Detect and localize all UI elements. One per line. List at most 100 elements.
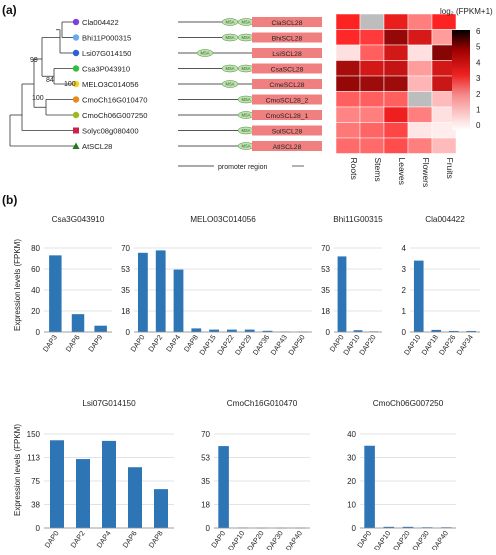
colorbar-tick: 4 [476,58,481,67]
gene-box-label: BhiSCL28 [272,36,303,43]
leaf-marker [72,142,80,149]
heatmap-cell [383,29,409,46]
heatmap-cell [407,29,433,46]
y-tick-label: 4 [402,244,407,253]
bar [155,250,166,332]
x-tick-label: DAP2 [146,333,164,354]
bar [227,329,237,332]
bar [383,526,395,528]
x-tick-label: DAP30 [410,529,430,550]
y-tick-label: 40 [347,430,356,439]
promoter-diagrams: MSA MSA ClaSCL28 MSA MSA BhiSCL28 MSA LsiSCL28 M… [178,17,322,171]
msa-motif [221,80,239,88]
msa-motif-label: MSA [225,20,234,25]
y-tick-label: 60 [31,265,40,274]
bar [76,459,90,528]
x-tick-label: DAP20 [391,529,411,550]
heatmap-cell [359,13,385,30]
x-tick-label: DAP2 [68,529,86,550]
gene-box [252,94,322,105]
heatmap-cell [335,75,361,92]
expression-heatmap: Roots Stems Leaves Flowers Fruits [335,13,457,188]
leaf-marker [72,80,80,88]
x-tick-label: DAP43 [268,333,288,357]
x-tick-label: DAP6 [63,333,81,354]
y-axis-label-top: Expression levels (FPKM) [13,239,22,331]
heatmap-cell [407,13,433,30]
x-tick-label: DAP10 [226,529,246,550]
heatmap-cell [359,44,385,61]
gene-box-label: CmoSCL28_2 [266,98,309,105]
x-tick-label: DAP0 [128,333,146,354]
bar-chart: Csa3G043910 0 20 40 60 80 DAP3 DAP6 DAP9 [31,215,112,354]
bar [71,314,85,332]
bar [209,329,219,332]
bar [262,330,273,332]
heatmap-cell [383,91,409,108]
colorbar-tick: 6 [476,27,481,36]
y-tick-label: 0 [36,328,41,337]
msa-motif-label: MSA [241,66,250,71]
heatmap-cell [359,29,385,46]
bar [466,330,477,332]
heatmap-column-label: Flowers [421,158,431,188]
heatmap-cell [359,106,385,123]
gene-box [252,125,322,136]
bootstrap-value: 99 [30,57,38,64]
y-tick-label: 53 [321,265,330,274]
leaf-marker [72,49,80,57]
gene-name: CmoCh06G007250 [82,111,147,120]
msa-motif-label: MSA [241,35,250,40]
y-tick-label: 80 [31,244,40,253]
gene-box [252,32,322,43]
y-tick-label: 10 [347,501,356,510]
x-tick-label: DAP8 [146,529,164,550]
msa-motif-label: MSA [225,82,234,87]
heatmap-cell [335,122,361,139]
gene-box-label: ClaSCL28 [272,20,303,27]
gene-box [252,110,322,120]
leaf-marker [72,34,80,41]
msa-motif-label: MSA [241,97,250,102]
msa-motif-label: MSA [225,66,234,71]
gene-name: Solyc08g080400 [82,127,139,136]
bar [94,325,107,332]
x-tick-label: DAP29 [233,333,253,357]
heatmap-cell [407,91,433,108]
msa-motif-label: MSA [241,144,250,149]
gene-box-label: CmoSCL28_1 [266,113,309,120]
y-axis-label-bottom: Expression levels (FPKM) [13,424,22,516]
y-tick-label: 0 [36,524,41,533]
bar [154,489,168,528]
x-tick-label: DAP50 [286,333,306,357]
colorbar-title: log₂ (FPKM+1) [440,7,493,16]
bar [244,329,255,332]
heatmap-cell [335,29,361,46]
msa-motif-label: MSA [200,51,209,56]
chart-title: Lsi07G014150 [82,399,136,408]
gene-box [252,17,322,27]
y-tick-label: 30 [347,454,356,463]
heatmap-column-label: Stems [373,158,383,182]
heatmap-cell [407,60,433,77]
msa-motif-label: MSA [241,20,250,25]
heatmap-cell [407,122,433,139]
chart-title: MELO03C014056 [190,215,256,224]
gene-box-label: AtlSCL28 [273,144,302,151]
x-tick-label: DAP15 [197,333,217,357]
msa-motif-label: MSA [241,128,250,133]
y-tick-label: 113 [27,454,40,463]
bar [431,329,442,332]
chart-title: CmoCh16G010470 [227,399,298,408]
leaf-marker [72,18,80,26]
heatmap-cell [431,13,457,30]
heatmap-cell [383,137,409,154]
y-tick-label: 70 [201,430,210,439]
gene-name: MELO3C014056 [82,80,139,89]
x-tick-label: DAP9 [86,333,104,354]
y-tick-label: 38 [31,501,40,510]
